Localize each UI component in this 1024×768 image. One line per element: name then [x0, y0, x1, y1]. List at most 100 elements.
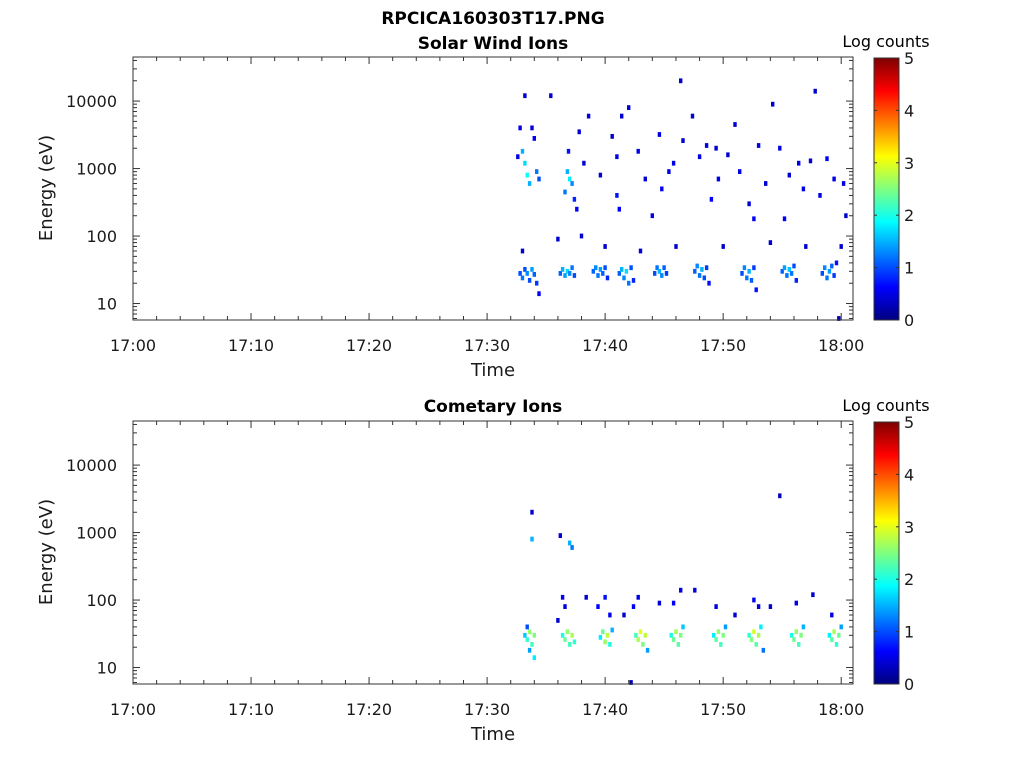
heatmap-cell [568, 540, 572, 546]
heatmap-cell [560, 267, 565, 272]
heatmap-cell [707, 280, 711, 286]
heatmap-cell [761, 647, 765, 653]
heatmap-cell [820, 271, 824, 276]
heatmap-cell [568, 642, 572, 647]
heatmap-cell [549, 93, 553, 99]
heatmap-cell [586, 113, 591, 119]
y-axis-solar-wind: 10 100 1000 10000 [66, 59, 853, 319]
heatmap-cell [667, 169, 671, 174]
heatmap-cell [615, 154, 619, 160]
heatmap-cell [681, 624, 685, 630]
heatmap-cell [570, 545, 574, 550]
heatmap-cell [719, 642, 723, 647]
heatmap-cell [794, 629, 798, 635]
heatmap-cell [556, 618, 560, 623]
heatmap-cell [704, 265, 709, 271]
heatmap-cell [768, 604, 773, 609]
heatmap-cell [643, 176, 647, 182]
heatmap-cell [752, 216, 756, 222]
heatmap-cell [570, 265, 574, 271]
heatmap-cell [518, 271, 522, 276]
heatmap-cell [530, 509, 534, 515]
heatmap-cell [643, 632, 647, 638]
heatmap-cell [808, 158, 813, 164]
heatmap-cell [792, 637, 796, 642]
heatmap-cell [570, 632, 574, 638]
heatmap-cell [556, 236, 560, 242]
heatmap-cell [638, 248, 643, 254]
heatmap-cell [669, 632, 673, 638]
colorbar-tick-label: 4 [904, 465, 914, 484]
heatmap-cell [754, 642, 758, 647]
heatmap-cell [617, 206, 621, 212]
y-axis-cometary: 10 100 1000 10000 [66, 423, 853, 683]
heatmap-cell [780, 268, 784, 274]
heatmap-cell [733, 612, 737, 618]
heatmap-cell [832, 273, 836, 278]
heatmap-cell [721, 632, 725, 638]
heatmap-cell [681, 138, 685, 143]
heatmap-cell [617, 271, 621, 276]
heatmap-cell [832, 176, 836, 182]
plot-frame-solar-wind [132, 56, 854, 321]
heatmap-cell [738, 169, 742, 174]
heatmap-cell [818, 193, 822, 198]
heatmap-cell [584, 594, 588, 600]
heatmap-cell [650, 213, 654, 219]
chart-title-cometary: Cometary Ions [424, 397, 563, 417]
heatmap-cell [714, 604, 718, 609]
heatmap-cell [782, 216, 787, 222]
heatmap-cell [627, 280, 631, 286]
heatmap-cell [704, 143, 709, 148]
heatmap-cell [747, 632, 751, 638]
heatmap-cell [657, 132, 662, 137]
colorbar-tick-label: 3 [904, 518, 914, 537]
x-tick-label: 17:40 [582, 336, 628, 355]
x-tick-label: 17:50 [700, 336, 746, 355]
heatmap-cell [636, 637, 640, 642]
heatmap-cell [825, 156, 829, 162]
heatmap-cell [679, 632, 683, 638]
heatmap-cell [756, 632, 761, 638]
colorbar-tick-label: 0 [904, 311, 914, 330]
x-tick-label: 17:10 [228, 700, 274, 719]
heatmap-cell [801, 624, 806, 630]
colorbar-cometary [873, 421, 900, 685]
heatmap-cell [830, 612, 834, 618]
x-axis-solar-wind: 17:00 17:10 17:20 17:30 17:40 17:50 18:00 [110, 57, 864, 355]
heatmap-cell [693, 587, 697, 593]
heatmap-cell [834, 642, 839, 647]
heatmap-cell [695, 263, 699, 269]
heatmap-cell [839, 244, 843, 249]
x-tick-label: 17:30 [464, 336, 510, 355]
heatmap-cell [527, 278, 532, 283]
heatmap-cell [566, 148, 571, 154]
heatmap-cell [596, 273, 600, 278]
heatmap-cell [799, 632, 803, 638]
y-tick-label: 100 [86, 227, 117, 246]
heatmap-cell [832, 629, 836, 635]
heatmap-cell [655, 265, 659, 271]
heatmap-cell [797, 160, 801, 166]
x-tick-label: 17:20 [346, 336, 392, 355]
heatmap-cell [530, 125, 534, 131]
heatmap-cell [575, 206, 579, 212]
heatmap-cell [608, 642, 612, 647]
heatmap-cell [523, 93, 527, 99]
colorbar-tick-label: 3 [904, 154, 914, 173]
heatmap-cell [768, 240, 773, 245]
heatmap-cell [622, 275, 626, 281]
colorbar-tick-label: 2 [904, 570, 914, 589]
heatmap-cell [598, 635, 603, 640]
heatmap-cell [535, 280, 539, 286]
heatmap-cell [759, 624, 763, 630]
heatmap-cell [560, 594, 565, 600]
x-tick-label: 17:00 [110, 700, 156, 719]
heatmap-cell [527, 629, 532, 635]
heatmap-cell [535, 169, 539, 174]
heatmap-cell [740, 271, 744, 276]
heatmap-cell [834, 260, 839, 266]
heatmap-cell [674, 244, 678, 249]
heatmap-cell [596, 604, 600, 609]
y-tick-label: 10 [97, 295, 117, 314]
